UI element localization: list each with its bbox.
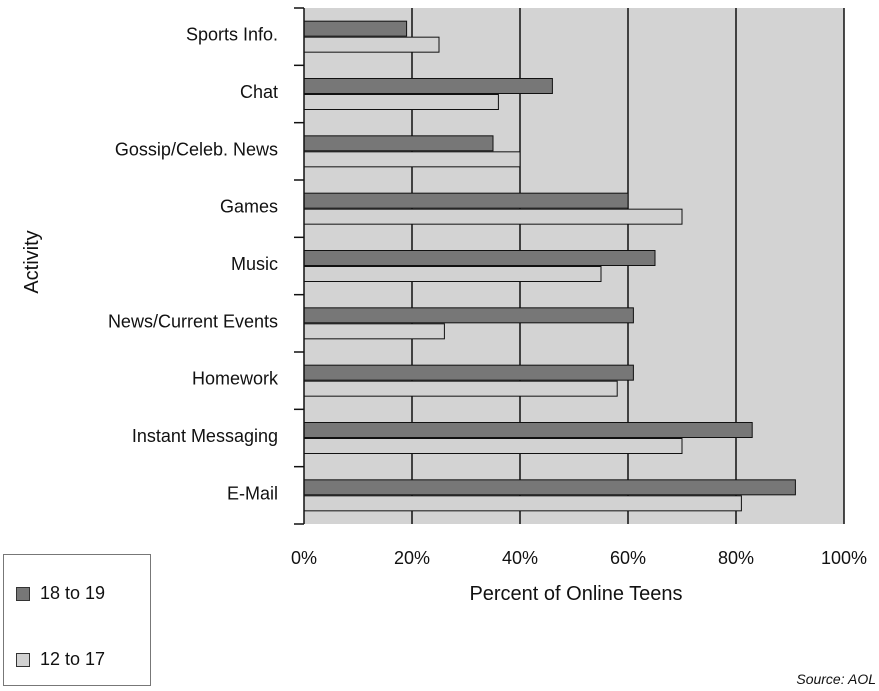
x-tick-label: 40% — [502, 548, 538, 568]
bar-series1 — [303, 78, 553, 94]
bar-series1 — [303, 364, 634, 381]
category-label: Homework — [192, 369, 279, 389]
category-label: Music — [231, 254, 278, 274]
bar-series2 — [303, 380, 618, 397]
bar-series2 — [303, 266, 602, 282]
bar-series2 — [303, 151, 521, 168]
bar-series2 — [303, 208, 683, 225]
bar-series1 — [303, 250, 656, 266]
y-axis-title: Activity — [21, 230, 43, 293]
x-axis-title: Percent of Online Teens — [469, 583, 682, 605]
legend-item-12-to-17: 12 to 17 — [16, 649, 105, 670]
bar-series1 — [303, 135, 494, 152]
legend: 18 to 19 12 to 17 — [3, 554, 151, 686]
bar-series1 — [303, 479, 796, 496]
category-label: News/Current Events — [108, 311, 278, 331]
bar-series1 — [303, 307, 634, 324]
bar-series2 — [303, 36, 440, 53]
legend-label-18-to-19: 18 to 19 — [40, 583, 106, 603]
category-label: E-Mail — [227, 483, 278, 503]
bar-series2 — [303, 323, 445, 340]
bar-series2 — [303, 438, 683, 454]
x-tick-label: 60% — [610, 548, 646, 568]
legend-swatch-18-to-19 — [16, 586, 30, 601]
x-tick-labels: 0% 20% 40% 60% 80% 100% — [291, 548, 867, 568]
category-label: Games — [220, 197, 278, 217]
legend-label-12-to-17: 12 to 17 — [40, 649, 106, 669]
y-axis — [294, 7, 305, 525]
category-labels: Sports Info. Chat Gossip/Celeb. News Games M… — [108, 25, 279, 504]
bar-series2 — [303, 495, 742, 512]
category-label: Instant Messaging — [132, 426, 278, 446]
x-tick-label: 20% — [394, 548, 430, 568]
category-label: Chat — [240, 82, 278, 102]
x-tick-label: 80% — [718, 548, 754, 568]
bar-series2 — [303, 94, 499, 110]
x-tick-label: 0% — [291, 548, 317, 568]
category-label: Sports Info. — [186, 25, 278, 45]
legend-swatch-12-to-17 — [16, 652, 30, 667]
bars — [303, 20, 796, 512]
bar-series1 — [303, 422, 753, 438]
legend-item-18-to-19: 18 to 19 — [16, 583, 105, 604]
bar-series1 — [303, 20, 408, 37]
category-label: Gossip/Celeb. News — [115, 139, 278, 159]
bar-series1 — [303, 192, 629, 209]
source-note: Source: AOL — [796, 671, 876, 687]
x-tick-label: 100% — [821, 548, 867, 568]
